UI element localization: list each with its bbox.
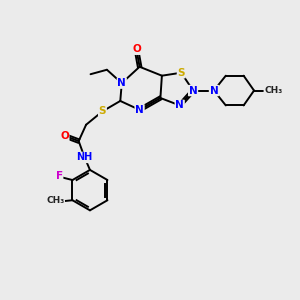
Text: NH: NH	[76, 152, 93, 162]
Text: N: N	[117, 78, 126, 88]
Text: CH₃: CH₃	[264, 86, 283, 95]
Text: S: S	[99, 106, 106, 116]
Text: N: N	[175, 100, 184, 110]
Text: CH₃: CH₃	[46, 196, 64, 205]
Text: N: N	[189, 85, 197, 96]
Text: N: N	[135, 105, 144, 115]
Text: O: O	[132, 44, 141, 54]
Text: S: S	[178, 68, 185, 78]
Text: F: F	[56, 171, 63, 181]
Text: O: O	[60, 131, 69, 141]
Text: N: N	[209, 85, 218, 96]
